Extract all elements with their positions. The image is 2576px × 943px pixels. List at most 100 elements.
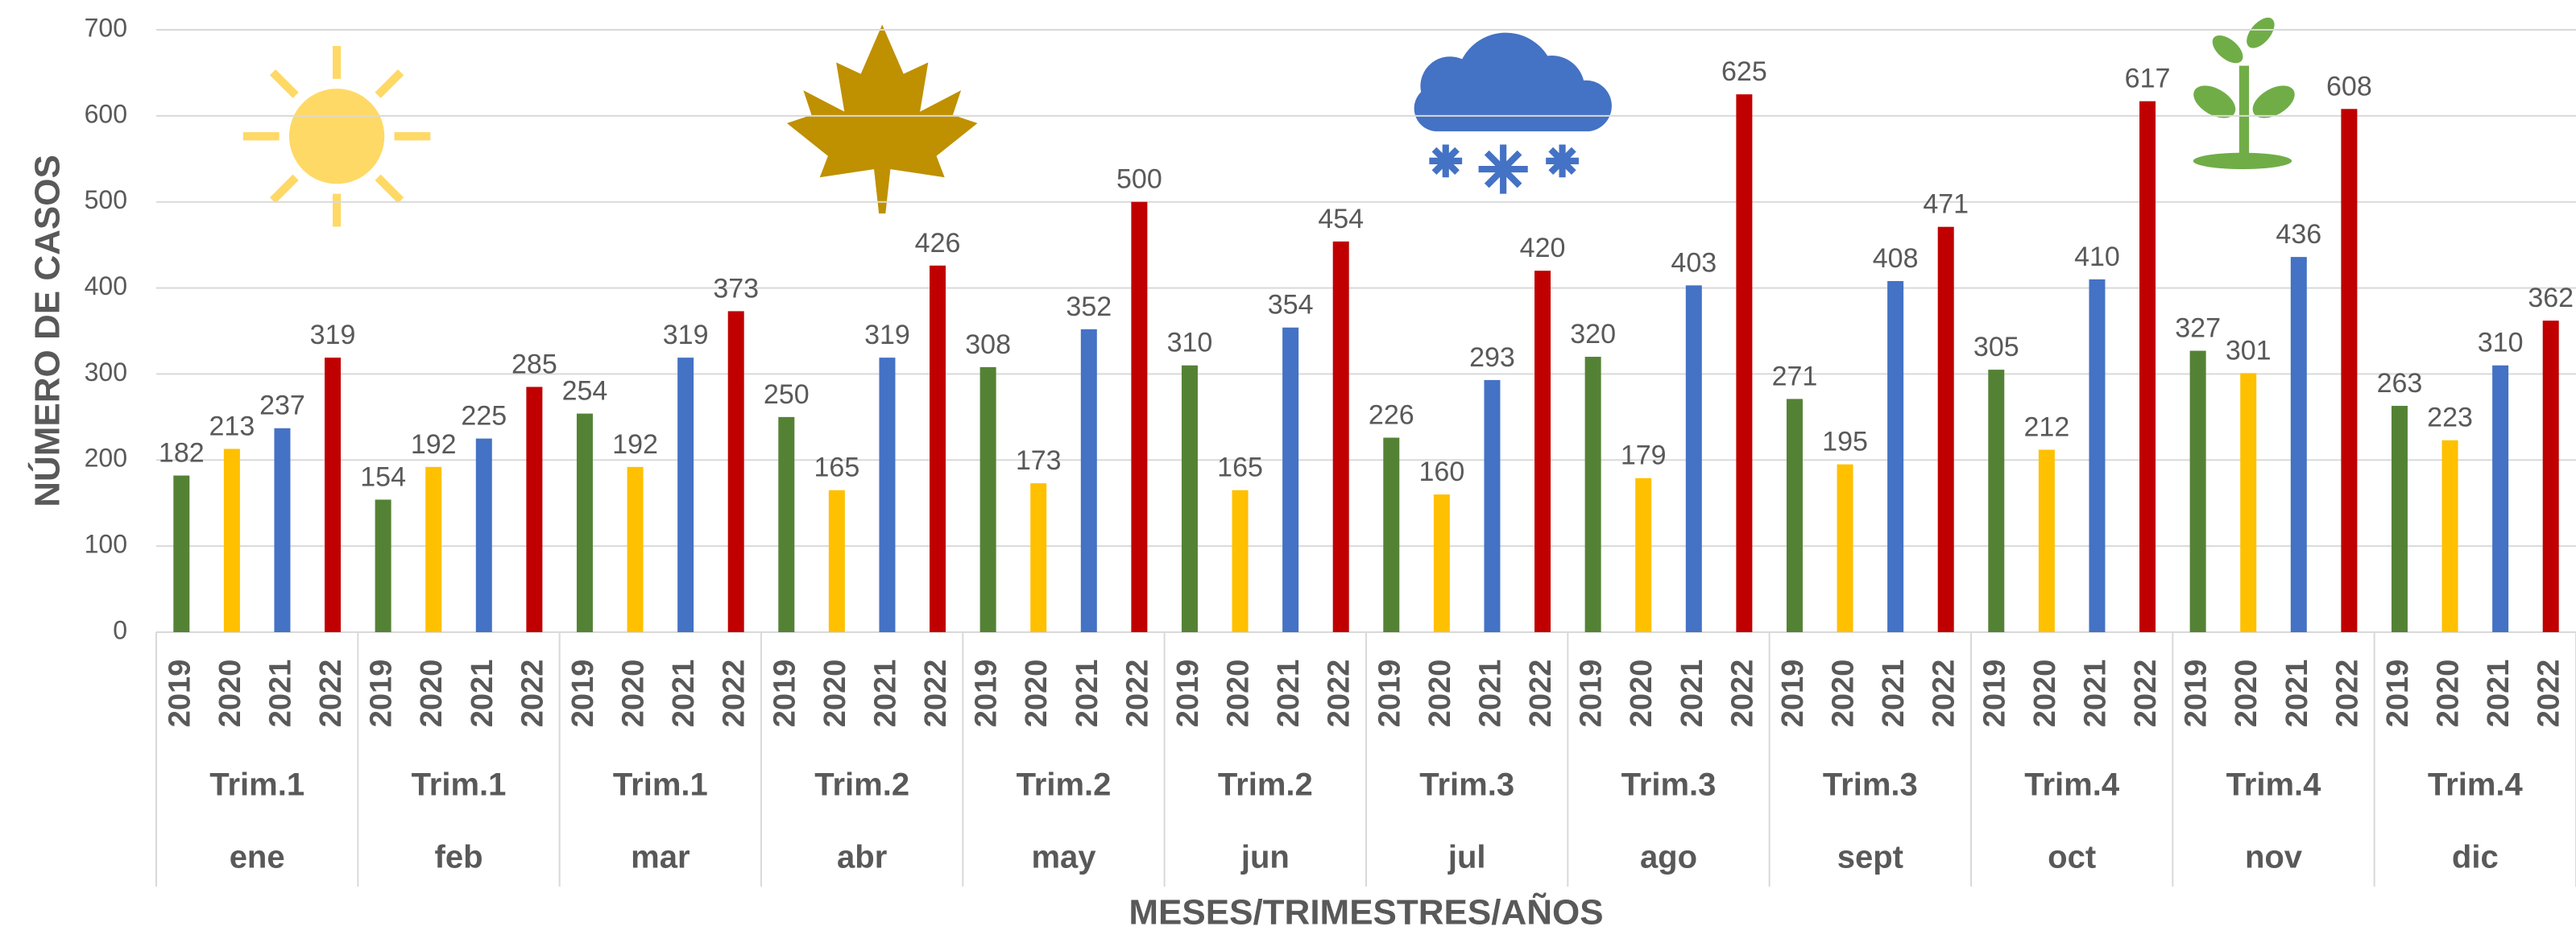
bar — [1030, 483, 1047, 632]
value-label: 192 — [612, 429, 658, 460]
bar — [1383, 437, 1400, 632]
year-label: 2021 — [1877, 660, 1911, 728]
bar — [1181, 365, 1198, 632]
year-label: 2021 — [868, 660, 902, 728]
value-label: 254 — [562, 376, 608, 407]
value-label: 212 — [2024, 412, 2070, 442]
year-label: 2020 — [213, 660, 247, 728]
year-label: 2022 — [1928, 660, 1961, 728]
y-tick-label: 0 — [113, 615, 127, 644]
bar — [979, 366, 996, 632]
value-label: 310 — [1167, 328, 1213, 358]
month-label: jun — [1240, 840, 1290, 875]
trimester-label: Trim.2 — [1017, 767, 1112, 803]
value-label: 213 — [209, 411, 255, 441]
bar — [1534, 271, 1551, 632]
bar — [475, 438, 492, 632]
year-label: 2019 — [1776, 660, 1810, 728]
value-label: 319 — [663, 320, 709, 350]
year-label: 2019 — [1575, 660, 1609, 728]
year-label: 2020 — [2028, 660, 2062, 728]
value-label: 237 — [259, 391, 305, 421]
month-label: nov — [2245, 840, 2303, 875]
value-label: 319 — [864, 320, 910, 350]
bar — [879, 358, 896, 632]
value-label: 319 — [310, 320, 356, 350]
year-label: 2020 — [1020, 660, 1054, 728]
year-label: 2019 — [768, 660, 801, 728]
value-label: 320 — [1570, 319, 1616, 349]
trimester-label: Trim.3 — [1419, 767, 1514, 803]
bar — [2038, 449, 2055, 632]
year-label: 2019 — [1978, 660, 2011, 728]
y-axis-title: NÚMERO DE CASOS — [27, 155, 68, 507]
year-label: 2021 — [263, 660, 297, 728]
trimester-label: Trim.2 — [814, 767, 909, 803]
value-label: 373 — [713, 273, 759, 304]
bar — [325, 358, 342, 632]
bar — [2189, 350, 2206, 632]
value-label: 271 — [1772, 361, 1818, 391]
value-label: 160 — [1419, 457, 1465, 487]
bar — [1988, 370, 2005, 632]
year-label: 2022 — [1725, 660, 1759, 728]
year-label: 2022 — [1524, 660, 1558, 728]
year-label: 2021 — [1071, 660, 1104, 728]
value-label: 403 — [1671, 247, 1717, 278]
bar — [526, 387, 543, 632]
bar — [677, 358, 694, 632]
month-label: dic — [2452, 840, 2499, 875]
year-label: 2021 — [1473, 660, 1507, 728]
year-label: 2021 — [2280, 660, 2314, 728]
bar — [828, 490, 845, 632]
bar — [173, 475, 190, 632]
value-label: 225 — [461, 401, 507, 432]
value-label: 608 — [2326, 71, 2372, 101]
value-label: 471 — [1923, 189, 1969, 220]
value-label: 308 — [965, 329, 1011, 360]
year-label: 2022 — [314, 660, 348, 728]
value-label: 250 — [764, 379, 810, 410]
year-label: 2019 — [2381, 660, 2415, 728]
year-label: 2021 — [1675, 660, 1709, 728]
bar — [1937, 226, 1954, 632]
year-label: 2022 — [516, 660, 549, 728]
year-label: 2019 — [163, 660, 197, 728]
year-label: 2019 — [365, 660, 399, 728]
value-label: 420 — [1520, 233, 1566, 263]
bar — [1685, 285, 1702, 632]
value-label: 182 — [159, 438, 205, 469]
season-icons — [242, 17, 2295, 227]
plant-icon — [2193, 17, 2295, 170]
month-label: feb — [435, 840, 483, 875]
value-label: 410 — [2074, 242, 2120, 272]
bar — [576, 413, 593, 632]
year-label: 2022 — [718, 660, 752, 728]
trimester-label: Trim.1 — [412, 767, 507, 803]
y-tick-label: 200 — [85, 444, 127, 473]
bar — [2492, 365, 2509, 632]
bar — [1887, 281, 1904, 632]
year-label: 2021 — [667, 660, 701, 728]
value-label: 354 — [1268, 290, 1314, 321]
bar — [627, 466, 644, 632]
value-label: 293 — [1469, 342, 1515, 373]
year-label: 2022 — [2330, 660, 2364, 728]
year-label: 2020 — [1423, 660, 1457, 728]
value-label: 179 — [1621, 440, 1667, 471]
snow-cloud-icon — [1414, 32, 1612, 194]
month-label: oct — [2048, 840, 2096, 875]
trimester-label: Trim.4 — [2024, 767, 2120, 803]
value-label: 154 — [360, 461, 406, 492]
bar — [1282, 327, 1299, 632]
value-label: 263 — [2377, 368, 2423, 399]
bar — [223, 449, 240, 632]
bar — [274, 428, 291, 632]
month-label: abr — [837, 840, 887, 875]
value-label: 301 — [2226, 335, 2272, 366]
month-label: jul — [1447, 840, 1486, 875]
trimester-label: Trim.1 — [613, 767, 708, 803]
bar — [2542, 321, 2559, 632]
value-label: 165 — [1217, 453, 1263, 483]
bar — [1232, 490, 1249, 632]
